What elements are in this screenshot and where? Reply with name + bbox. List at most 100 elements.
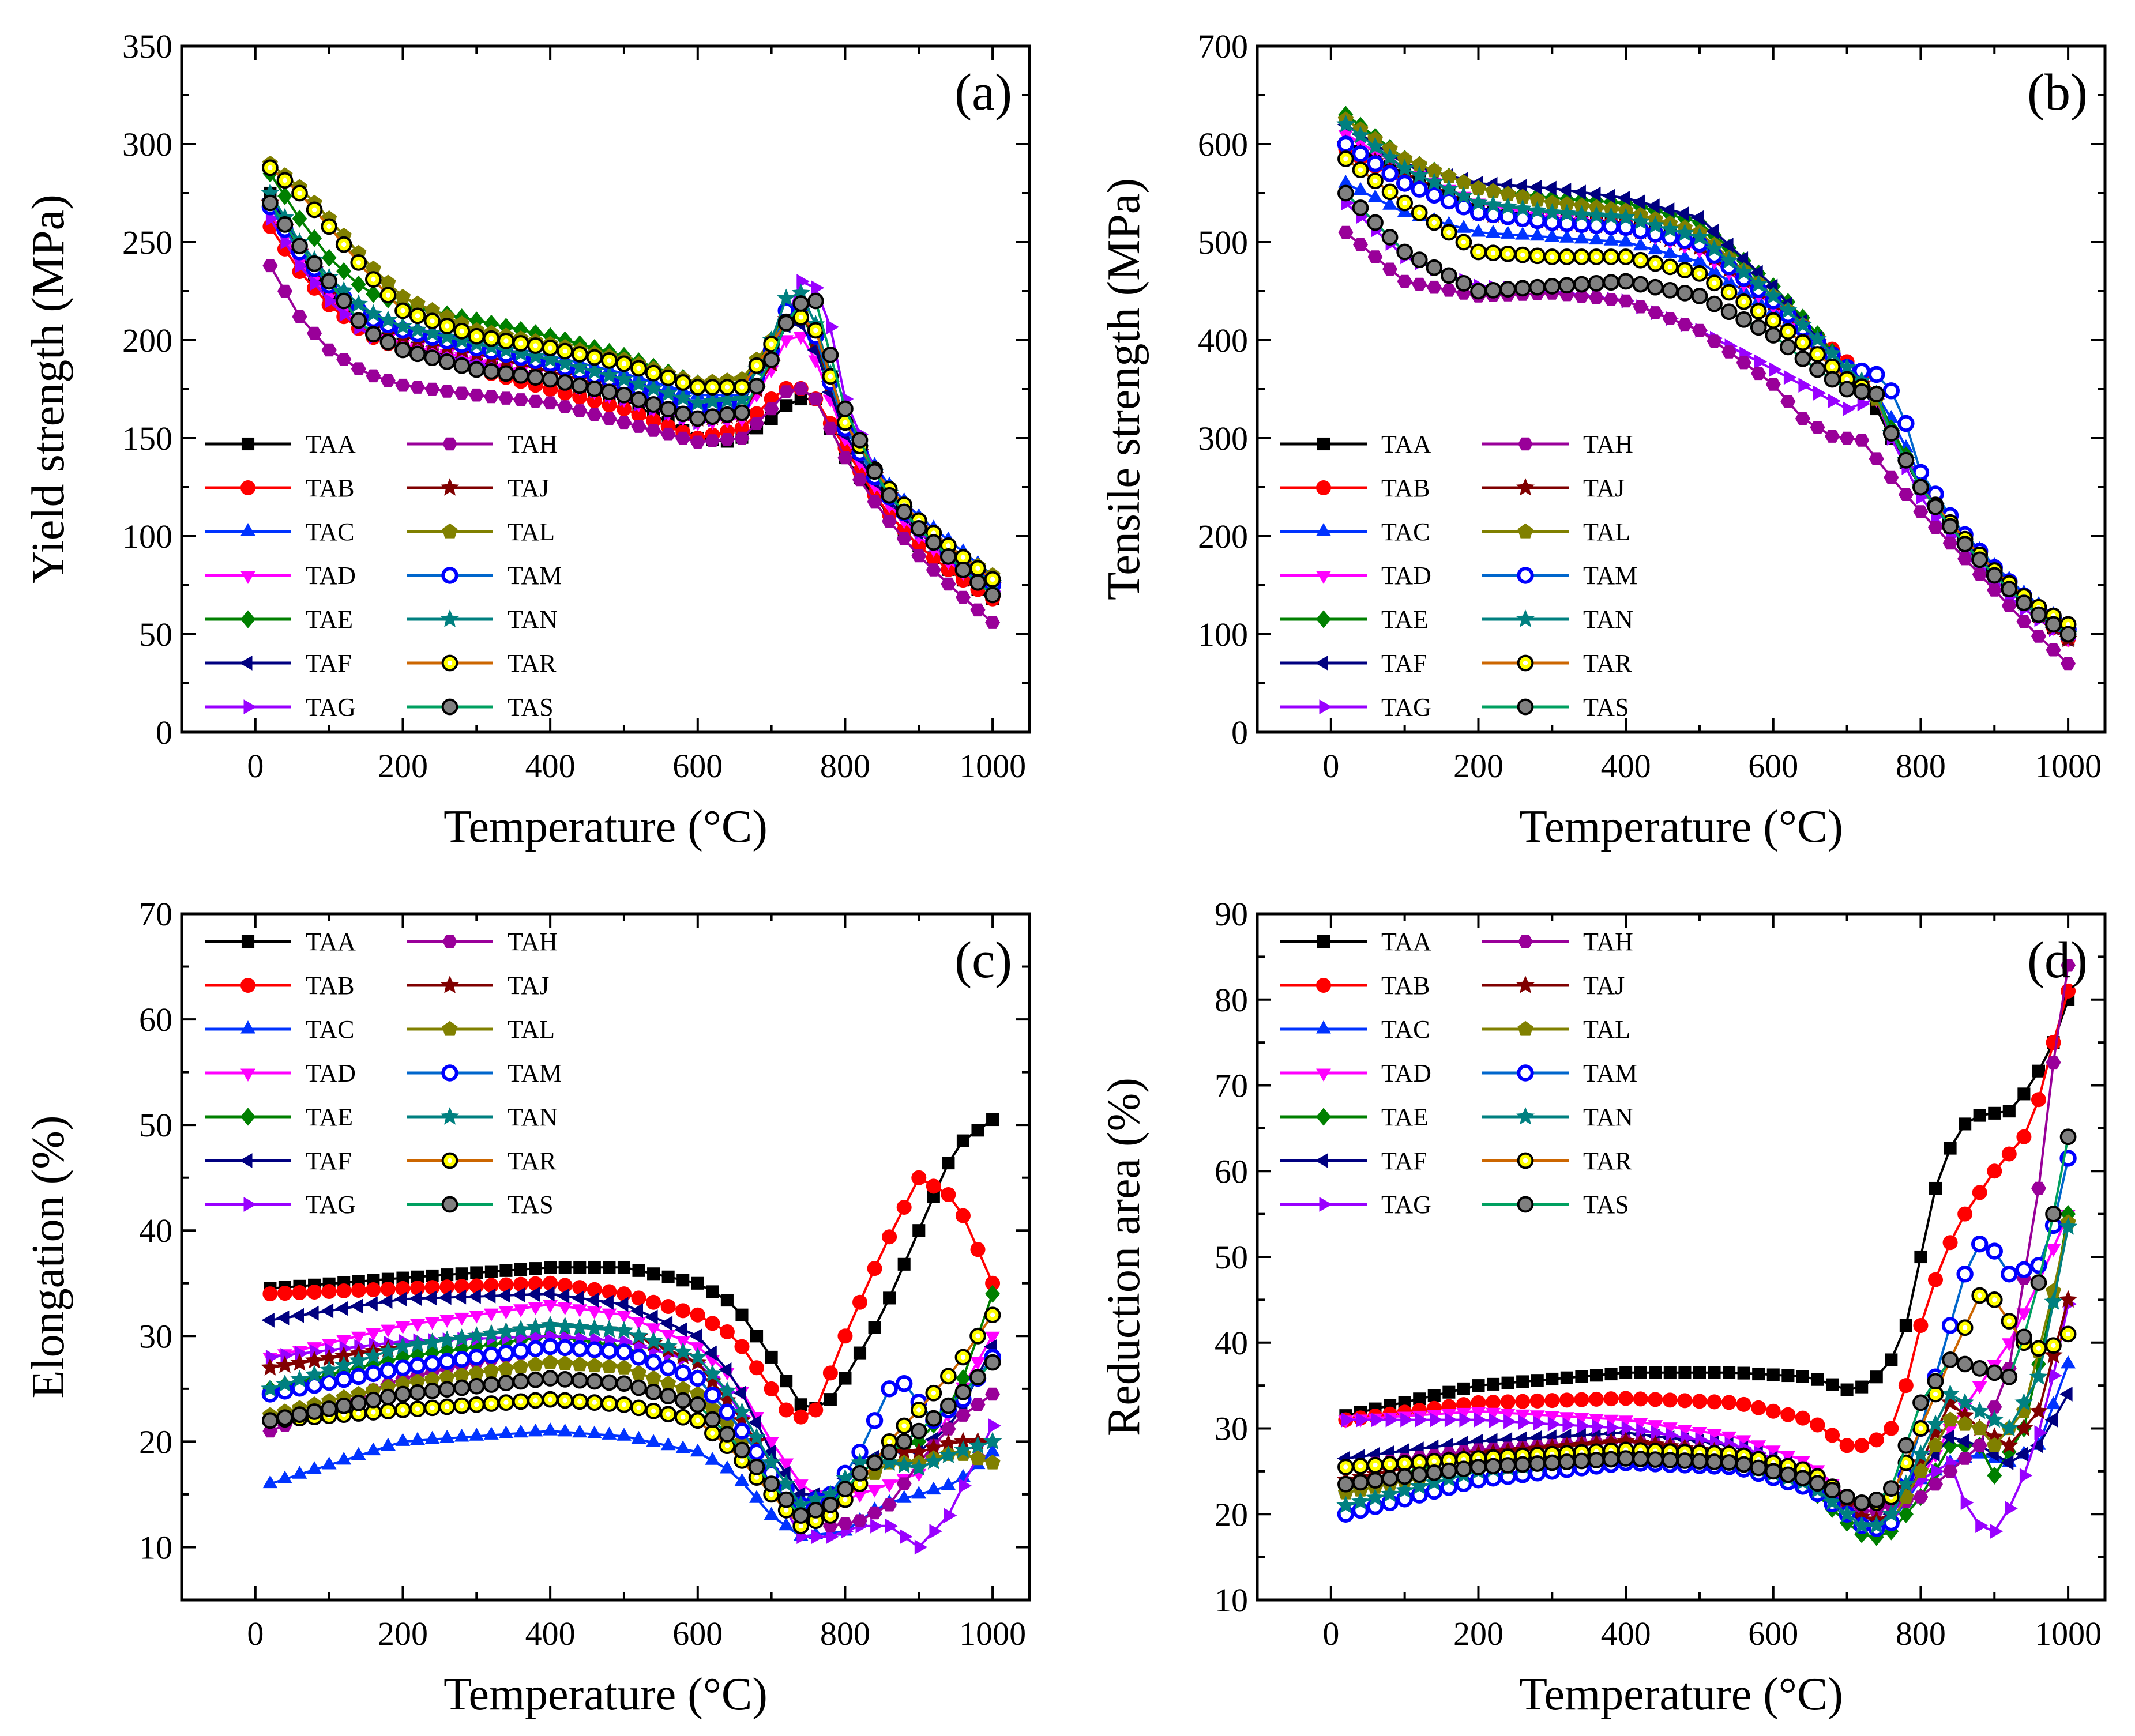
data-point-TAD: [1692, 1427, 1707, 1440]
data-point-TAD: [498, 1306, 514, 1320]
data-point-TAH: [1633, 300, 1648, 314]
data-point-TAH: [2061, 657, 2076, 671]
legend-label: TAE: [1381, 1103, 1429, 1131]
legend-label: TAA: [1381, 928, 1431, 956]
legend-marker-TAA: [1317, 935, 1330, 948]
data-point-TAN: [688, 393, 707, 411]
panel-c: 0 200 400 600 800 1000 10 20 30 40 50 60 70 Temperatu…: [23, 895, 1031, 1720]
data-point-TAA: [544, 1261, 557, 1274]
data-point-TAN: [2029, 1367, 2048, 1385]
data-point-TAS: [910, 520, 927, 537]
legend-item-TAC: TAC: [1280, 518, 1430, 546]
legend-item-TAJ: TAJ: [1482, 474, 1625, 502]
data-point-TAA: [1840, 1383, 1854, 1396]
data-point-TAB: [616, 1286, 632, 1302]
data-point-TAA: [1546, 1372, 1559, 1386]
data-point-TAS: [704, 1411, 721, 1428]
data-point-TAH: [2046, 1056, 2061, 1070]
series-TAA: [1339, 137, 2075, 646]
data-point-TAC: [1338, 175, 1354, 188]
data-point-TAN: [364, 1346, 383, 1364]
data-point-TAN: [526, 347, 545, 365]
data-point-TAS: [2016, 594, 2032, 611]
data-point-TAN: [378, 1341, 397, 1360]
data-point-TAD: [852, 1490, 867, 1503]
data-point-TAC: [1367, 189, 1383, 202]
data-point-TAD: [2016, 1308, 2032, 1321]
data-point-TAE: [956, 1369, 971, 1388]
data-point-TAD: [602, 1308, 617, 1321]
data-point-TAM: [586, 1341, 603, 1358]
data-point-TAB: [1810, 1417, 1825, 1433]
data-point-TAL: [424, 302, 441, 317]
data-point-TAG: [1636, 1423, 1649, 1438]
series-layer: [261, 155, 1002, 629]
data-point-TAB: [734, 1339, 750, 1354]
legend-item-TAN: TAN: [407, 605, 558, 634]
x-tick-label: 1000: [2035, 1615, 2102, 1652]
legend-marker-TAM: [1517, 567, 1534, 584]
data-point-TAM: [1426, 186, 1443, 204]
data-point-TAH: [911, 549, 927, 563]
legend-item-TAD: TAD: [205, 562, 356, 590]
y-tick-label: 70: [139, 895, 172, 933]
data-point-TAC: [675, 1440, 691, 1453]
data-point-TAD: [1529, 1410, 1545, 1424]
data-point-TAH: [793, 382, 809, 396]
data-point-TAH: [926, 563, 941, 577]
x-tick-label: 1000: [959, 1615, 1026, 1652]
data-point-TAM: [364, 1365, 382, 1383]
data-point-TAB: [410, 1281, 426, 1296]
data-point-TAG: [1518, 1415, 1532, 1430]
data-point-TAN: [659, 383, 678, 402]
data-point-TAH: [2031, 1181, 2046, 1195]
data-point-TAN: [1498, 197, 1517, 215]
data-point-TAN: [703, 1364, 722, 1382]
data-point-TAD: [1648, 1420, 1663, 1433]
data-point-TAJ: [275, 1355, 294, 1373]
data-point-TAN: [629, 1326, 648, 1344]
data-point-TAJ: [939, 1434, 958, 1452]
data-point-TAN: [1793, 315, 1812, 333]
data-point-TAS: [792, 295, 810, 312]
data-point-TAS: [1352, 199, 1369, 216]
legend-label: TAG: [1381, 1191, 1431, 1219]
data-point-TAC: [528, 1424, 543, 1437]
data-point-TAN: [1734, 262, 1753, 281]
data-point-TAG: [900, 1529, 913, 1545]
data-point-TAC: [749, 1490, 764, 1503]
legend-label: TAF: [306, 1147, 352, 1175]
y-tick-label: 100: [122, 518, 172, 555]
data-point-TAH: [764, 402, 779, 416]
data-point-TAA: [1914, 1250, 1927, 1264]
data-point-TAH: [631, 420, 646, 433]
data-point-TAB: [1500, 1394, 1516, 1410]
data-point-TAE: [351, 275, 366, 293]
data-point-TAL: [468, 1365, 484, 1380]
data-point-TAS: [1499, 281, 1516, 298]
data-point-TAN: [570, 357, 589, 376]
data-point-TAH: [852, 473, 867, 487]
data-point-TAB: [926, 550, 941, 566]
data-point-TAS: [527, 369, 544, 386]
data-point-TAC: [1603, 232, 1619, 246]
series-line-TAG: [1345, 202, 2069, 641]
data-point-TAN: [953, 1440, 972, 1458]
data-point-TAS: [777, 315, 795, 332]
data-point-TAS: [453, 1379, 471, 1396]
data-point-TAH: [1928, 1477, 1943, 1491]
data-point-TAC: [1589, 231, 1604, 245]
data-point-TAS: [630, 1379, 647, 1396]
data-point-TAA: [883, 1291, 896, 1305]
legend-marker-TAG: [1319, 699, 1332, 714]
legend-label: TAN: [508, 1103, 558, 1131]
data-point-TAS: [822, 347, 839, 363]
data-point-TAH: [970, 603, 986, 617]
data-point-TAH: [1942, 536, 1958, 550]
data-point-TAG: [988, 1418, 1001, 1433]
data-point-TAC: [336, 1452, 352, 1465]
data-point-TAN: [511, 1320, 531, 1338]
data-point-TAA: [750, 1330, 764, 1343]
data-point-TAS: [1779, 338, 1796, 356]
legend-item-TAB: TAB: [1280, 971, 1430, 1000]
